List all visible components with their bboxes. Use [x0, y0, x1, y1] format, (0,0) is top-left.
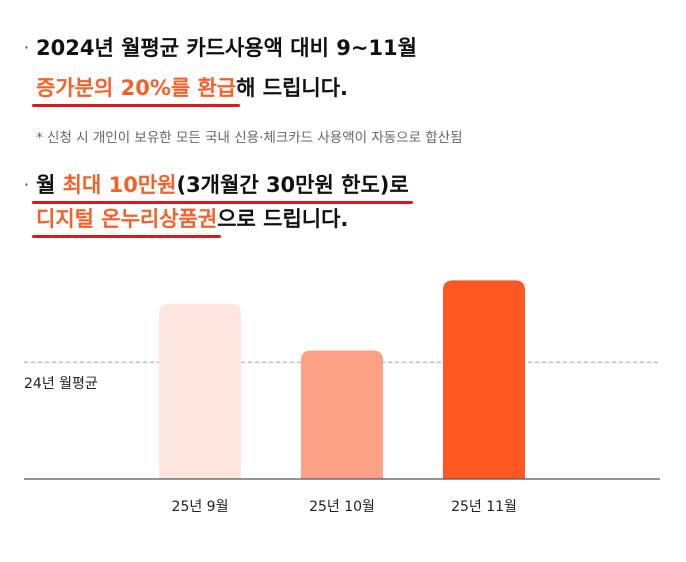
- limit-headline-line1: · 월 최대 10만원(3개월간 30만원 한도)로: [24, 171, 413, 204]
- limit-line2-rest: 으로 드립니다.: [217, 207, 349, 231]
- limit-highlight: 최대 10만원: [62, 173, 177, 197]
- refund-line1-text: 2024년 월평균 카드사용액 대비 9~11월: [36, 36, 417, 60]
- bar-2: [301, 350, 383, 479]
- x-tick-label: 25년 10월: [309, 499, 375, 515]
- refund-headline-line2: 증가분의 20%를 환급해 드립니다.: [31, 74, 349, 107]
- refund-highlight: 증가분의 20%를 환급: [36, 76, 237, 100]
- limit-line1-prefix: 월: [36, 173, 63, 197]
- limit-line1-rest: (3개월간 30만원 한도)로: [176, 173, 409, 197]
- bar-1: [159, 303, 241, 479]
- voucher-highlight: 디지털 온누리상품권: [36, 207, 218, 231]
- refund-note: * 신청 시 개인이 보유한 모든 국내 신용·체크카드 사용액이 자동으로 합…: [36, 130, 463, 146]
- refund-line2-rest: 해 드립니다.: [236, 76, 349, 100]
- bullet: ·: [24, 38, 30, 57]
- x-tick-label: 25년 11월: [451, 499, 517, 515]
- bar-3: [443, 280, 525, 479]
- reference-line-label: 24년 월평균: [24, 376, 98, 392]
- x-tick-label: 25년 9월: [172, 499, 229, 515]
- refund-headline-line1: · 2024년 월평균 카드사용액 대비 9~11월: [24, 34, 417, 62]
- bullet: ·: [24, 175, 30, 194]
- limit-headline-line2: 디지털 온누리상품권으로 드립니다.: [31, 205, 349, 238]
